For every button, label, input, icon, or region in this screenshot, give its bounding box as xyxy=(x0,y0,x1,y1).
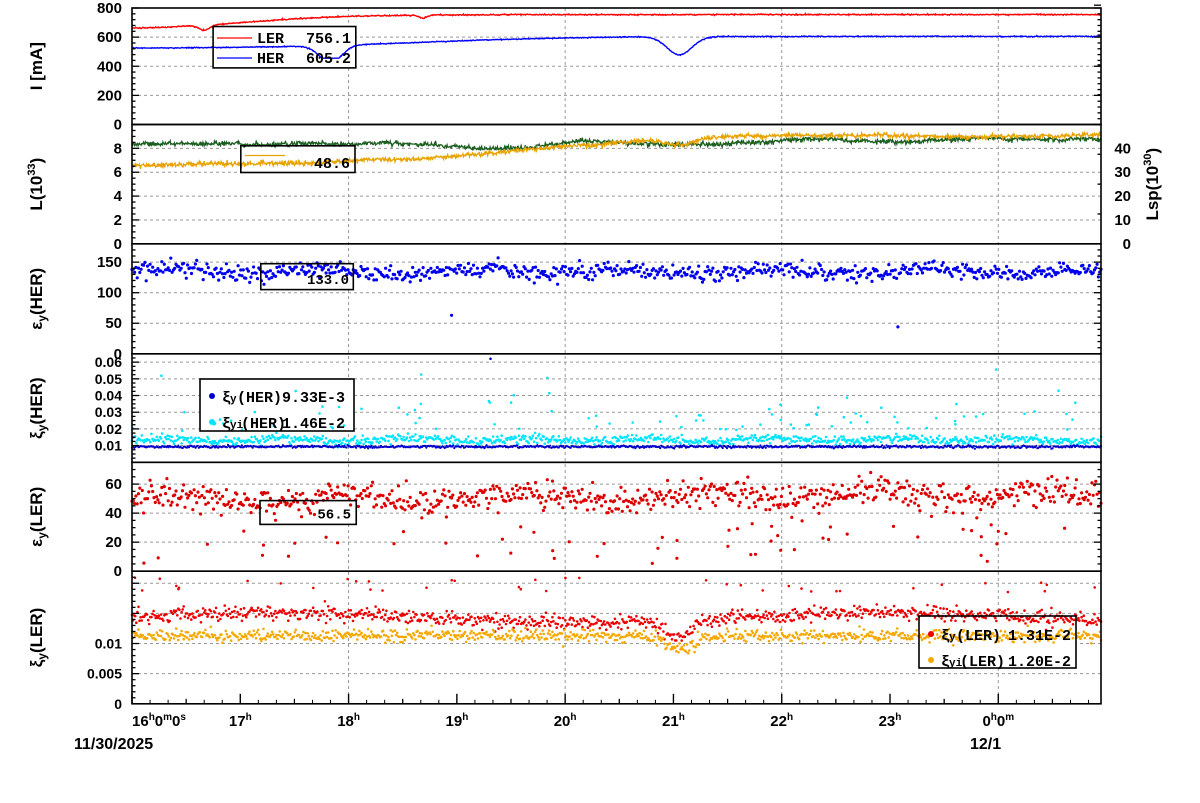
svg-text:I [mA]: I [mA] xyxy=(27,42,46,90)
svg-text:10: 10 xyxy=(1114,212,1131,229)
svg-text:(HER): (HER) xyxy=(237,390,282,407)
svg-text:30: 30 xyxy=(1114,164,1131,181)
svg-text:48.6: 48.6 xyxy=(314,156,350,173)
svg-text:40: 40 xyxy=(1114,140,1131,157)
svg-text:800: 800 xyxy=(97,0,122,17)
svg-text:0.01: 0.01 xyxy=(95,636,122,652)
svg-text:200: 200 xyxy=(97,87,122,104)
svg-text:8: 8 xyxy=(114,140,122,157)
svg-text:0.03: 0.03 xyxy=(95,404,122,420)
svg-text:20: 20 xyxy=(1114,188,1131,205)
svg-text:9.33E-3: 9.33E-3 xyxy=(282,390,345,407)
svg-text:150: 150 xyxy=(97,254,122,271)
svg-text:20: 20 xyxy=(105,534,122,551)
svg-text:(HER): (HER) xyxy=(241,416,286,433)
svg-text:16h0m0s: 16h0m0s xyxy=(132,712,186,730)
svg-text:0: 0 xyxy=(114,236,122,253)
svg-text:(LER): (LER) xyxy=(956,628,1001,645)
svg-text:6: 6 xyxy=(114,164,122,181)
svg-text:756.1: 756.1 xyxy=(306,31,351,48)
svg-text:1.31E-2: 1.31E-2 xyxy=(1008,628,1071,645)
svg-text:1.46E-2: 1.46E-2 xyxy=(282,416,345,433)
svg-text:HER: HER xyxy=(257,51,284,68)
svg-text:y: y xyxy=(230,394,237,406)
svg-text:60: 60 xyxy=(105,476,122,493)
svg-text:0.05: 0.05 xyxy=(95,371,122,387)
svg-text:400: 400 xyxy=(97,58,122,75)
svg-text:0.02: 0.02 xyxy=(95,421,122,437)
svg-text:0: 0 xyxy=(114,563,122,580)
svg-text:605.2: 605.2 xyxy=(306,51,351,68)
svg-text:56.5: 56.5 xyxy=(317,508,351,524)
svg-text:2: 2 xyxy=(114,212,122,229)
svg-text:0.005: 0.005 xyxy=(87,666,122,682)
svg-text:0: 0 xyxy=(114,117,122,134)
svg-text:11/30/2025: 11/30/2025 xyxy=(74,736,153,753)
svg-text:0: 0 xyxy=(114,696,122,712)
svg-text:100: 100 xyxy=(97,285,122,302)
svg-text:0.04: 0.04 xyxy=(95,388,122,404)
svg-text:40: 40 xyxy=(105,505,122,522)
svg-text:133.0: 133.0 xyxy=(307,273,349,289)
svg-text:0.01: 0.01 xyxy=(95,438,122,454)
svg-text:0.06: 0.06 xyxy=(95,354,122,370)
svg-text:600: 600 xyxy=(97,29,122,46)
svg-text:0: 0 xyxy=(1123,236,1131,253)
svg-text:1.20E-2: 1.20E-2 xyxy=(1008,654,1071,671)
svg-text:50: 50 xyxy=(105,315,122,332)
svg-text:LER: LER xyxy=(257,31,284,48)
svg-text:y: y xyxy=(949,632,956,644)
svg-text:(LER): (LER) xyxy=(960,654,1005,671)
svg-text:12/1: 12/1 xyxy=(970,736,1001,753)
svg-text:4: 4 xyxy=(114,188,123,205)
